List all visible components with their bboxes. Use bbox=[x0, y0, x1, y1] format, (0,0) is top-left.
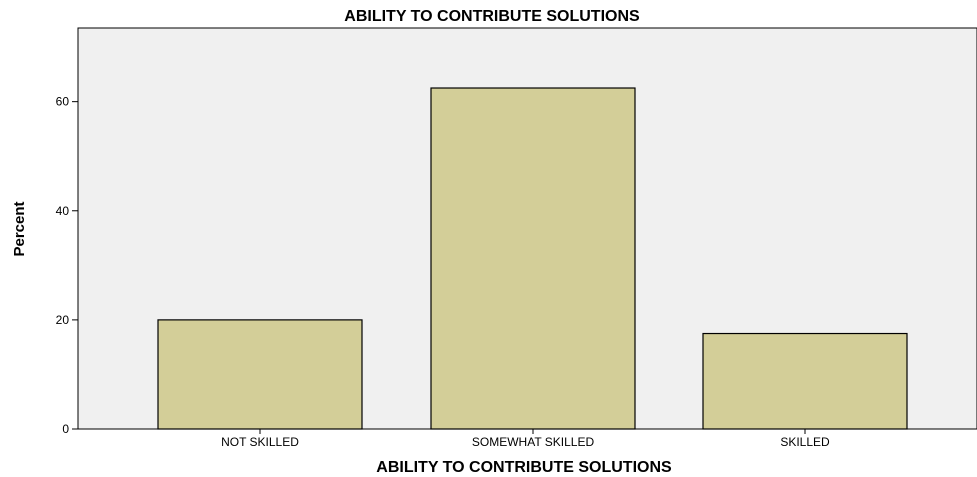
x-tick-label: NOT SKILLED bbox=[221, 435, 299, 449]
y-tick-label: 60 bbox=[56, 95, 70, 109]
bar-somewhat-skilled bbox=[430, 87, 636, 430]
x-axis-label: ABILITY TO CONTRIBUTE SOLUTIONS bbox=[376, 459, 672, 476]
bars bbox=[157, 87, 908, 430]
y-axis-label: Percent bbox=[11, 201, 28, 256]
bar-skilled bbox=[702, 332, 908, 430]
bar-not-skilled bbox=[157, 319, 363, 430]
x-tick-label: SOMEWHAT SKILLED bbox=[472, 435, 595, 449]
chart-title: ABILITY TO CONTRIBUTE SOLUTIONS bbox=[344, 8, 640, 25]
y-tick-label: 40 bbox=[56, 204, 70, 218]
x-tick-label: SKILLED bbox=[780, 435, 830, 449]
x-axis: NOT SKILLED SOMEWHAT SKILLED SKILLED bbox=[221, 429, 830, 449]
y-tick-label: 0 bbox=[62, 422, 69, 436]
y-axis: 0 20 40 60 bbox=[56, 95, 78, 436]
y-tick-label: 20 bbox=[56, 313, 70, 327]
